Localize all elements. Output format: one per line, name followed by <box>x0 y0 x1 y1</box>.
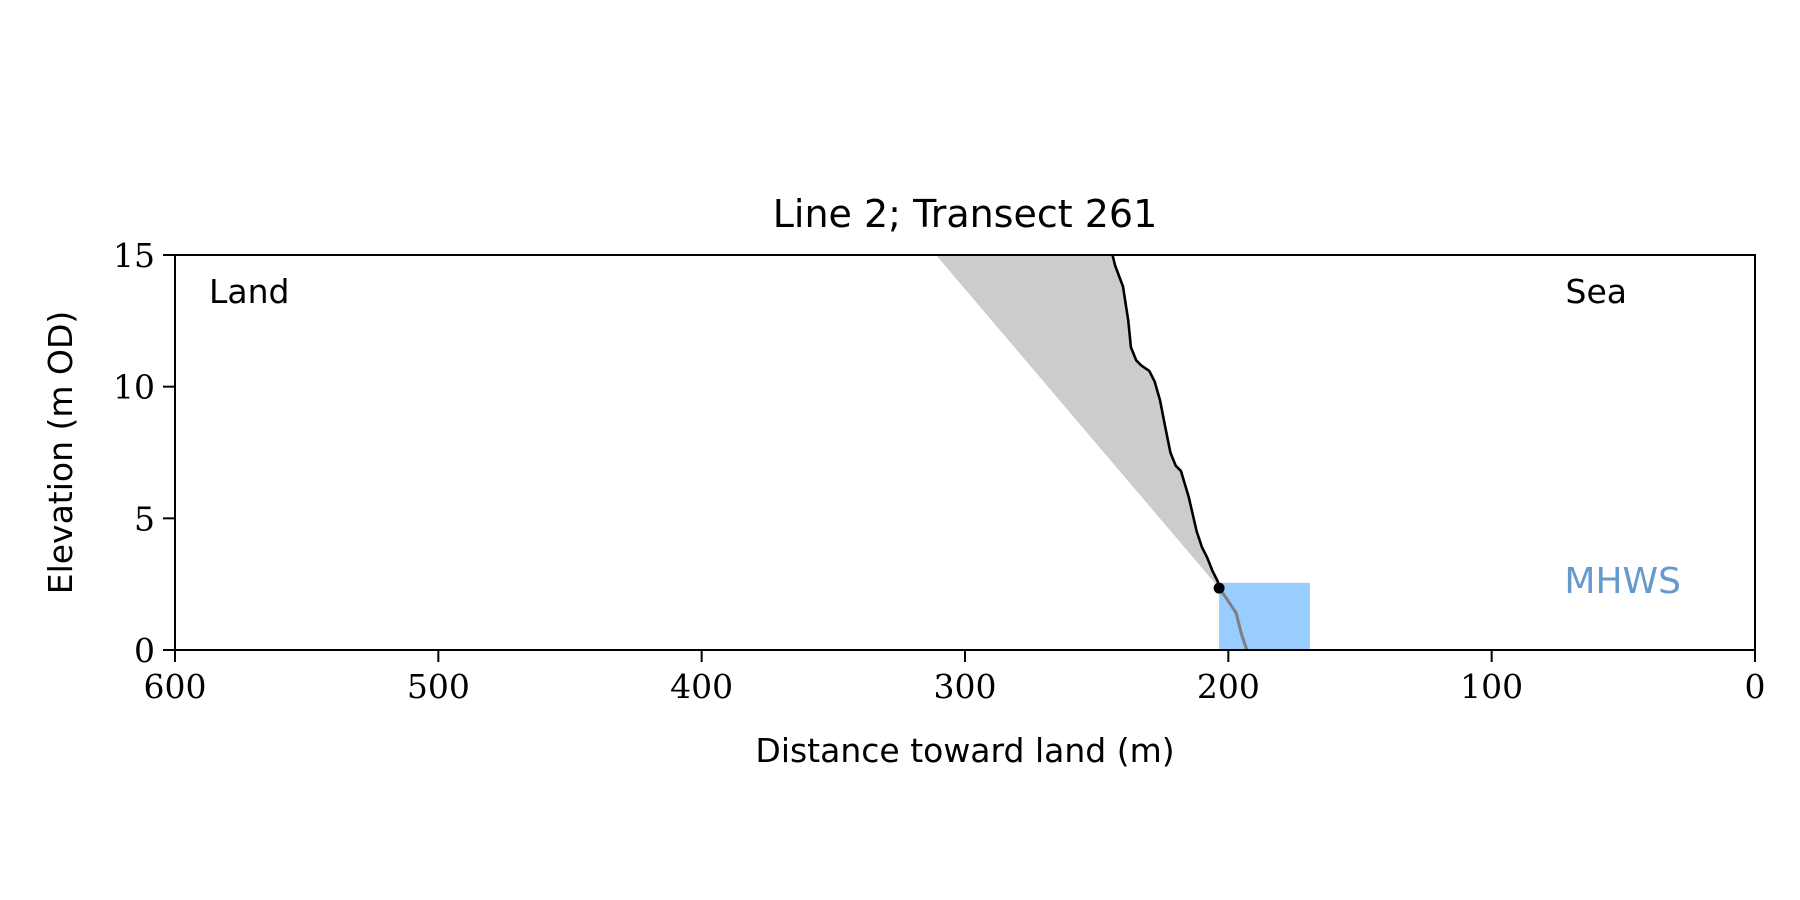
x-tick-label: 400 <box>670 667 733 706</box>
mhws-label: MHWS <box>1564 561 1681 602</box>
x-tick-label: 500 <box>407 667 470 706</box>
y-tick-label: 5 <box>134 499 155 538</box>
y-tick-label: 0 <box>134 631 155 670</box>
land-annotation: Land <box>209 272 289 311</box>
lower-profile-line <box>1217 587 1249 651</box>
mhws-water-area <box>1219 582 1310 650</box>
x-axis-label: Distance toward land (m) <box>755 731 1174 770</box>
y-axis-label: Elevation (m OD) <box>41 311 80 595</box>
y-tick-label: 15 <box>113 236 155 275</box>
x-tick-label: 100 <box>1460 667 1523 706</box>
x-tick-label: 0 <box>1745 667 1766 706</box>
cliff-toe-point <box>1213 582 1225 594</box>
plot-layer <box>936 254 1310 651</box>
plot-frame <box>174 254 1756 651</box>
x-tick-label: 200 <box>1197 667 1260 706</box>
y-tick-label: 10 <box>113 368 155 407</box>
sea-annotation: Sea <box>1566 272 1627 311</box>
ticks-layer: 600 500 400 300 200 100 0 0 5 10 15 <box>113 236 1766 706</box>
cliff-profile-line <box>1111 254 1221 589</box>
x-tick-label: 300 <box>934 667 997 706</box>
x-tick-label: 600 <box>144 667 207 706</box>
cliff-wedge-area <box>936 255 1220 589</box>
chart-title: Line 2; Transect 261 <box>773 192 1158 236</box>
